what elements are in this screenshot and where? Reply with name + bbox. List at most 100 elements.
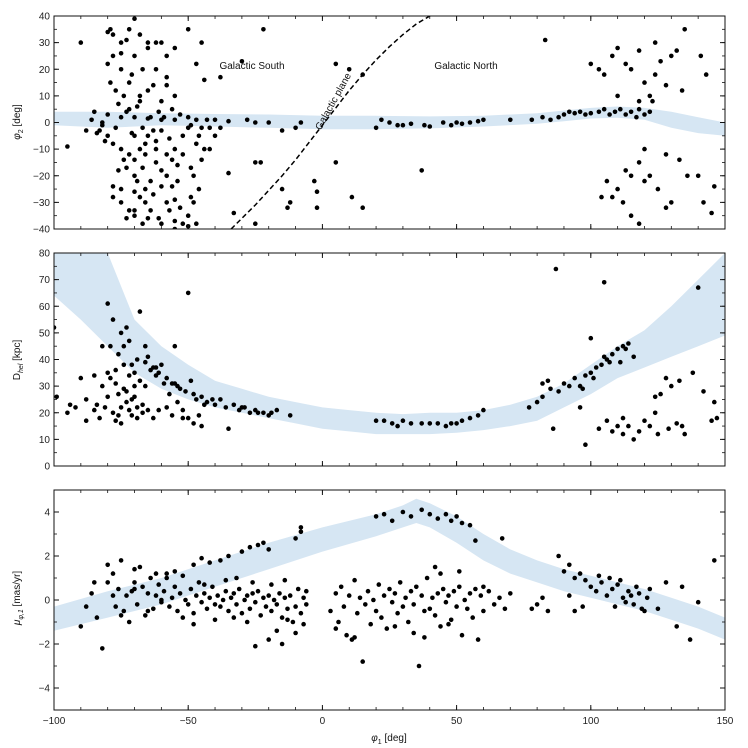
data-point xyxy=(508,591,513,596)
data-point xyxy=(175,178,180,184)
data-point xyxy=(196,186,202,192)
data-point xyxy=(124,37,129,43)
data-point xyxy=(615,423,620,429)
data-point xyxy=(384,626,390,631)
data-point xyxy=(92,109,97,115)
data-point xyxy=(481,608,486,614)
data-point xyxy=(626,341,631,346)
data-point xyxy=(287,200,293,205)
data-point xyxy=(663,205,669,210)
data-point xyxy=(430,595,435,601)
data-point xyxy=(567,593,572,598)
data-point xyxy=(655,606,661,612)
y-tick-label: 40 xyxy=(39,355,51,366)
data-point xyxy=(655,186,661,192)
data-point xyxy=(475,413,481,418)
data-point xyxy=(116,586,121,592)
data-point xyxy=(212,117,218,123)
data-point xyxy=(164,575,169,581)
data-point xyxy=(129,397,135,402)
data-point xyxy=(153,365,159,370)
data-point xyxy=(572,375,577,381)
data-point xyxy=(652,72,658,77)
data-point xyxy=(151,82,156,88)
data-point xyxy=(459,520,465,526)
data-point xyxy=(400,122,406,128)
data-point xyxy=(177,205,183,210)
data-point xyxy=(261,410,266,416)
data-point xyxy=(226,426,231,432)
data-point xyxy=(153,146,159,152)
data-point xyxy=(448,518,454,524)
data-point xyxy=(156,216,161,221)
data-point xyxy=(110,593,116,598)
data-point xyxy=(610,351,615,357)
data-point xyxy=(105,580,110,585)
data-point xyxy=(601,72,607,77)
data-point xyxy=(89,117,94,123)
data-point xyxy=(242,597,247,603)
data-point xyxy=(194,141,199,147)
data-point xyxy=(481,117,486,123)
data-point xyxy=(118,146,124,152)
data-point xyxy=(438,571,443,576)
data-point xyxy=(607,359,612,365)
data-point xyxy=(188,194,194,200)
data-point xyxy=(118,114,124,120)
data-point xyxy=(669,200,674,205)
data-point xyxy=(499,536,505,541)
data-point xyxy=(583,373,588,378)
data-point xyxy=(161,114,167,120)
data-point xyxy=(161,381,167,386)
data-point xyxy=(663,152,669,157)
data-point xyxy=(687,637,693,642)
data-point xyxy=(459,418,465,424)
data-point xyxy=(448,617,454,623)
data-point xyxy=(446,593,451,598)
data-point xyxy=(194,117,199,123)
y-tick-label: 70 xyxy=(39,275,51,286)
data-point xyxy=(701,200,706,205)
data-point xyxy=(140,165,145,171)
data-point xyxy=(612,109,618,115)
data-point xyxy=(116,351,121,357)
data-point xyxy=(108,27,113,32)
data-point xyxy=(709,418,714,424)
data-point xyxy=(134,104,140,109)
data-point xyxy=(159,98,164,104)
data-point xyxy=(199,423,204,429)
data-point xyxy=(83,418,89,424)
y-tick-label: 0 xyxy=(44,118,50,129)
panel-top-phi2: −40 −30 −20 −10 0 10 20 30 40 xyxy=(33,12,726,236)
panel-bottom-proper-motion: −4 −2 0 2 4 −100 −50 0 50 100 150 xyxy=(39,489,734,727)
data-point xyxy=(473,586,478,592)
data-point xyxy=(285,617,290,623)
data-point xyxy=(628,593,634,598)
data-point xyxy=(577,405,583,410)
data-point xyxy=(126,208,132,213)
data-point xyxy=(572,110,577,116)
top-y-axis-label: φ2 [deg] xyxy=(12,104,25,140)
data-point xyxy=(132,383,137,389)
data-point xyxy=(647,173,653,179)
data-point xyxy=(244,117,250,123)
data-point xyxy=(677,157,682,163)
data-point xyxy=(199,394,204,400)
data-point xyxy=(682,431,687,437)
data-point xyxy=(118,421,124,426)
data-point xyxy=(143,141,148,147)
data-point xyxy=(247,544,253,550)
data-point xyxy=(636,160,642,165)
data-point xyxy=(212,133,218,139)
data-point xyxy=(172,117,178,123)
data-point xyxy=(134,405,140,410)
data-point xyxy=(159,168,164,173)
x-tick-label: −100 xyxy=(43,716,66,727)
data-point xyxy=(419,421,425,426)
data-point xyxy=(419,507,425,513)
data-point xyxy=(454,120,459,125)
data-point xyxy=(277,591,282,596)
data-point xyxy=(451,588,457,594)
data-point xyxy=(304,602,309,607)
